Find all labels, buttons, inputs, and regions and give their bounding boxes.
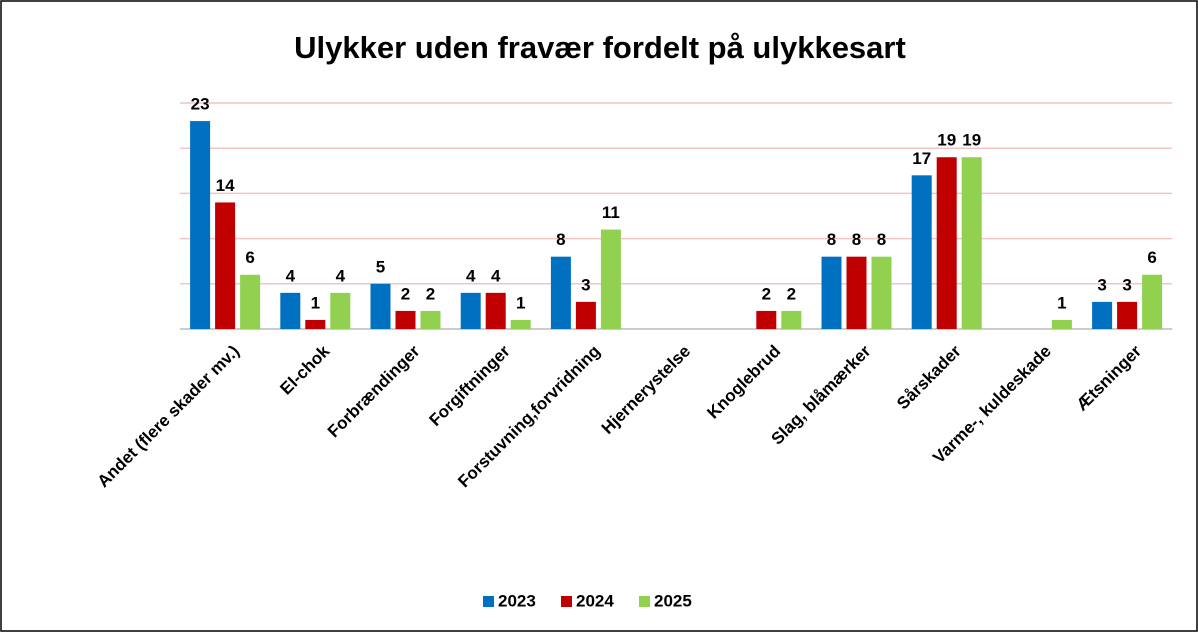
bar [911, 175, 932, 329]
bar [1051, 319, 1072, 329]
bar [215, 202, 236, 329]
data-label: 8 [852, 230, 861, 249]
data-label: 3 [1097, 275, 1106, 294]
bar [280, 292, 301, 329]
bar [370, 283, 391, 329]
data-label: 8 [827, 230, 836, 249]
bar [420, 310, 441, 329]
data-label: 4 [491, 266, 501, 285]
legend-label: 2024 [576, 591, 614, 610]
data-label: 2 [401, 284, 410, 303]
data-label: 2 [426, 284, 435, 303]
data-label: 11 [602, 203, 620, 222]
data-label: 4 [466, 266, 476, 285]
legend-swatch [483, 596, 494, 607]
data-label: 17 [912, 149, 931, 168]
legend-label: 2025 [654, 591, 692, 610]
bar [305, 319, 326, 329]
data-label: 1 [1057, 293, 1066, 312]
bar [600, 229, 621, 329]
data-label: 6 [1147, 248, 1156, 267]
data-label: 2 [762, 284, 771, 303]
bar [961, 157, 982, 329]
bar [871, 256, 892, 329]
data-label: 23 [191, 95, 210, 114]
data-label: 6 [245, 248, 254, 267]
bar [190, 121, 211, 329]
data-label: 3 [1122, 275, 1131, 294]
bar [821, 256, 842, 329]
bar [395, 310, 416, 329]
legend-label: 2023 [498, 591, 536, 610]
bar [575, 301, 596, 329]
bar [846, 256, 867, 329]
bar [936, 157, 957, 329]
legend-swatch [639, 596, 650, 607]
legend-swatch [561, 596, 572, 607]
chart-title: Ulykker uden fravær fordelt på ulykkesar… [294, 30, 906, 65]
bar [485, 292, 506, 329]
bar [1142, 274, 1163, 329]
data-label: 2 [787, 284, 796, 303]
data-label: 19 [937, 131, 956, 150]
bar [1117, 301, 1138, 329]
bar [781, 310, 802, 329]
bar [510, 319, 531, 329]
data-label: 8 [877, 230, 886, 249]
data-label: 1 [311, 293, 320, 312]
data-label: 14 [216, 176, 235, 195]
data-label: 1 [516, 293, 525, 312]
data-label: 8 [556, 230, 565, 249]
data-label: 3 [581, 275, 590, 294]
data-label: 19 [962, 131, 981, 150]
bar [460, 292, 481, 329]
bar [330, 292, 351, 329]
data-label: 4 [286, 266, 296, 285]
data-label: 4 [336, 266, 346, 285]
bar [550, 256, 571, 329]
data-label: 5 [376, 257, 385, 276]
bar [756, 310, 777, 329]
bar [1092, 301, 1113, 329]
bar [240, 274, 261, 329]
